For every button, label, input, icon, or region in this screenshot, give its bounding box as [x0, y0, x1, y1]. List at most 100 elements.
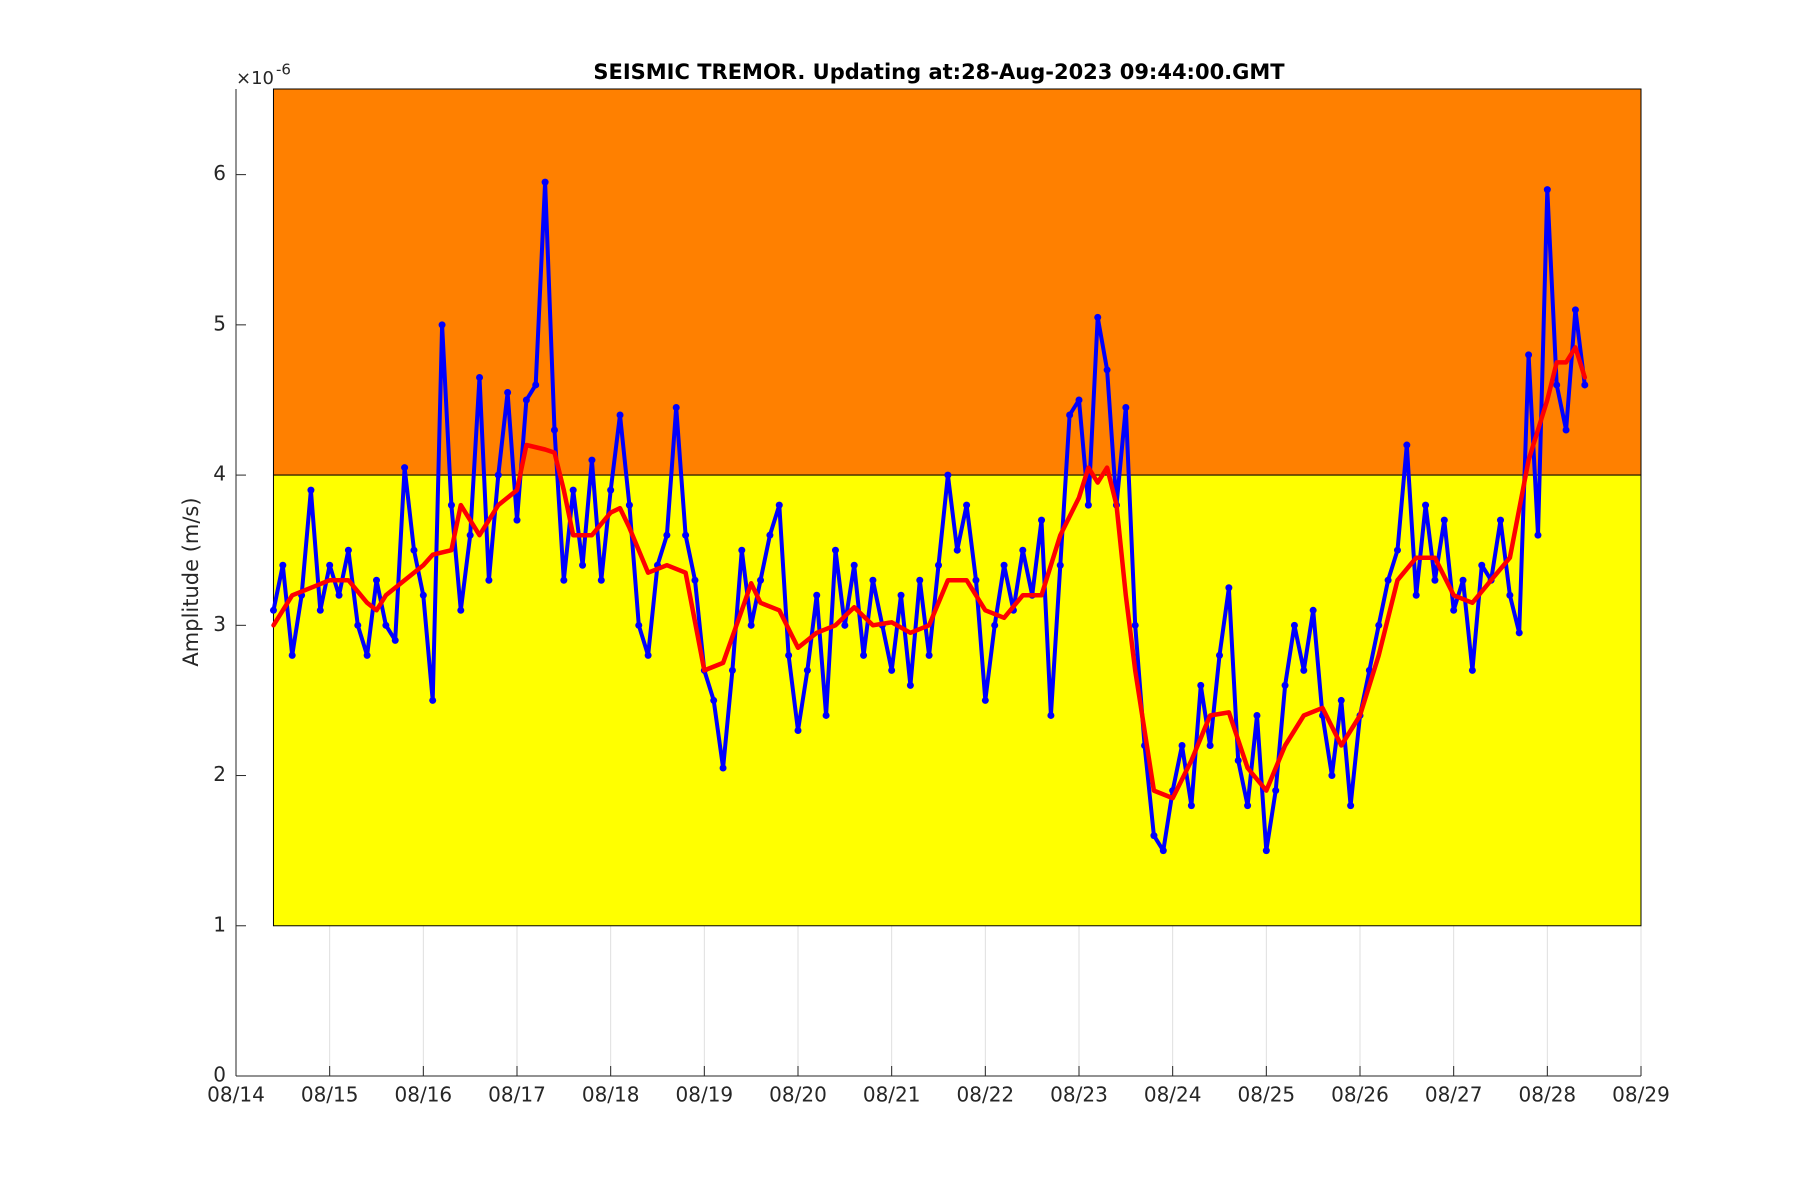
data-point: [1159, 847, 1167, 855]
data-point: [1066, 411, 1074, 419]
data-point: [1375, 621, 1383, 629]
data-point: [1262, 847, 1270, 855]
data-point: [925, 651, 933, 659]
y-tick-label: 4: [213, 462, 226, 486]
x-tick-label: 08/20: [769, 1083, 827, 1107]
data-point: [494, 471, 502, 479]
data-point: [316, 606, 324, 614]
x-tick-label: 08/15: [301, 1083, 359, 1107]
x-tick-label: 08/22: [957, 1083, 1015, 1107]
data-point: [607, 486, 615, 494]
data-point: [1300, 666, 1308, 674]
x-tick-label: 08/17: [488, 1083, 546, 1107]
data-point: [513, 516, 521, 524]
data-point: [757, 576, 765, 584]
data-point: [1581, 381, 1589, 389]
x-tick-label: 08/27: [1425, 1083, 1483, 1107]
series-line: [271, 345, 1588, 801]
data-point: [972, 576, 980, 584]
data-point: [1478, 561, 1486, 569]
data-point: [1393, 546, 1401, 554]
data-point: [1337, 696, 1345, 704]
data-point: [1422, 501, 1430, 509]
data-point: [401, 464, 409, 472]
data-point: [307, 486, 315, 494]
data-point: [691, 576, 699, 584]
data-point: [860, 651, 868, 659]
data-point: [504, 388, 512, 396]
y-tick-label: 6: [213, 161, 226, 185]
data-point: [1506, 591, 1514, 599]
data-point: [1290, 621, 1298, 629]
data-point: [869, 576, 877, 584]
data-point: [1103, 366, 1111, 374]
data-point: [1197, 681, 1205, 689]
x-tick-label: 08/14: [207, 1083, 265, 1107]
data-point: [1216, 651, 1223, 659]
data-point: [447, 501, 455, 509]
data-point: [1225, 584, 1233, 592]
data-point: [326, 561, 334, 569]
data-point: [1431, 576, 1439, 584]
data-point: [747, 621, 755, 629]
data-point: [550, 426, 558, 434]
y-tick-label: 1: [213, 912, 226, 936]
data-point: [1122, 403, 1130, 411]
data-point: [1553, 381, 1561, 389]
data-point: [644, 651, 652, 659]
data-point: [344, 546, 352, 554]
data-point: [597, 576, 605, 584]
data-point: [419, 591, 427, 599]
data-point: [1000, 561, 1008, 569]
x-tick-label: 08/28: [1519, 1083, 1577, 1107]
data-point: [813, 591, 821, 599]
data-point: [635, 621, 643, 629]
x-tick-label: 08/26: [1331, 1083, 1389, 1107]
data-point: [1525, 351, 1533, 359]
data-point: [1571, 306, 1579, 314]
data-point: [429, 696, 437, 704]
threshold-band: [272, 88, 1642, 476]
data-point: [1038, 516, 1046, 524]
data-point: [831, 546, 839, 554]
data-point: [541, 178, 549, 186]
data-point: [916, 576, 924, 584]
data-point: [391, 636, 399, 644]
data-point: [1206, 741, 1214, 749]
data-point: [944, 471, 952, 479]
data-point: [1272, 787, 1280, 795]
data-point: [935, 561, 942, 569]
data-point: [269, 606, 277, 614]
y-axis-label: Amplitude (m/s): [179, 497, 203, 666]
data-point: [1047, 711, 1055, 719]
data-point: [288, 651, 296, 659]
data-point: [1253, 711, 1261, 719]
data-point: [1084, 501, 1092, 509]
y-multiplier-base: ×10: [236, 68, 274, 89]
x-tick-label: 08/23: [1050, 1083, 1108, 1107]
data-point: [335, 591, 343, 599]
y-multiplier-exponent: -6: [276, 61, 291, 79]
data-point: [354, 621, 362, 629]
data-point: [785, 651, 793, 659]
data-point: [1075, 396, 1083, 404]
data-point: [850, 561, 858, 569]
chart-title: SEISMIC TREMOR. Updating at:28-Aug-2023 …: [593, 60, 1285, 84]
x-tick-label: 08/16: [395, 1083, 453, 1107]
data-point: [906, 681, 914, 689]
data-point: [1281, 681, 1289, 689]
data-point: [1468, 666, 1476, 674]
data-point: [625, 501, 633, 509]
data-point: [803, 666, 811, 674]
data-point: [1056, 561, 1064, 569]
data-point: [991, 621, 999, 629]
data-point: [1384, 576, 1392, 584]
data-point: [888, 666, 896, 674]
data-point: [682, 531, 690, 539]
data-point: [981, 696, 989, 704]
x-tick-label: 08/25: [1238, 1083, 1296, 1107]
data-point: [953, 546, 961, 554]
data-point: [738, 546, 746, 554]
data-point: [1497, 516, 1504, 524]
data-point: [822, 711, 830, 719]
